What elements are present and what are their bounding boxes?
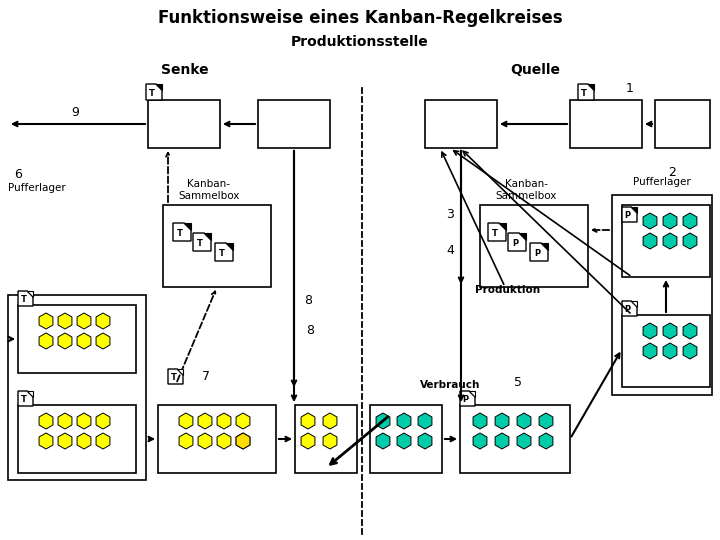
Polygon shape <box>631 301 637 307</box>
Text: P: P <box>512 239 518 248</box>
Text: T: T <box>197 239 203 248</box>
Text: 9: 9 <box>71 105 79 118</box>
Text: 4: 4 <box>446 244 454 256</box>
Polygon shape <box>541 243 548 250</box>
Text: 5: 5 <box>514 376 522 389</box>
Text: 6: 6 <box>14 168 22 181</box>
Bar <box>460 405 570 473</box>
Bar <box>480 205 588 287</box>
Text: Produktionsstelle: Produktionsstelle <box>291 35 429 49</box>
Text: T: T <box>21 395 27 404</box>
Bar <box>622 205 710 277</box>
Polygon shape <box>204 233 211 240</box>
Polygon shape <box>18 391 33 406</box>
Bar <box>612 195 712 395</box>
Text: 3: 3 <box>446 208 454 221</box>
Text: 1: 1 <box>626 82 634 94</box>
Text: Funktionsweise eines Kanban-Regelkreises: Funktionsweise eines Kanban-Regelkreises <box>158 9 562 27</box>
Text: Senke: Senke <box>161 63 209 77</box>
Polygon shape <box>18 291 33 306</box>
Text: 2: 2 <box>668 166 676 179</box>
Bar <box>18 405 136 473</box>
Polygon shape <box>578 84 594 100</box>
Polygon shape <box>184 223 191 230</box>
Text: P: P <box>463 395 469 404</box>
Bar <box>8 295 146 480</box>
Polygon shape <box>622 301 637 316</box>
Polygon shape <box>146 84 162 100</box>
Polygon shape <box>226 243 233 250</box>
Bar <box>163 205 271 287</box>
Polygon shape <box>588 84 594 90</box>
Polygon shape <box>508 233 526 251</box>
Text: Kanban-
Sammelbox: Kanban- Sammelbox <box>179 179 240 201</box>
Text: T: T <box>21 295 27 304</box>
Bar <box>158 405 276 473</box>
Text: T: T <box>219 249 225 258</box>
Bar <box>295 405 357 473</box>
Text: Produktion: Produktion <box>475 285 540 295</box>
Polygon shape <box>193 233 211 251</box>
Text: 8: 8 <box>306 323 314 336</box>
Polygon shape <box>168 369 183 384</box>
Text: Pufferlager: Pufferlager <box>8 183 66 193</box>
Bar <box>570 100 642 148</box>
Text: P: P <box>625 305 631 314</box>
Text: T: T <box>171 373 176 382</box>
Text: 8: 8 <box>304 294 312 307</box>
Text: Quelle: Quelle <box>510 63 560 77</box>
Text: T: T <box>581 89 587 98</box>
Polygon shape <box>530 243 548 261</box>
Text: P: P <box>534 249 540 258</box>
Polygon shape <box>469 391 475 397</box>
Text: Kanban-
Sammelbox: Kanban- Sammelbox <box>495 179 557 201</box>
Bar <box>370 405 442 473</box>
Polygon shape <box>215 243 233 261</box>
Text: T: T <box>177 229 183 238</box>
Polygon shape <box>488 223 506 241</box>
Text: T: T <box>149 89 155 98</box>
Bar <box>148 100 220 148</box>
Polygon shape <box>156 84 162 90</box>
Bar <box>655 100 710 148</box>
Polygon shape <box>460 391 475 406</box>
Polygon shape <box>27 391 33 397</box>
Polygon shape <box>519 233 526 240</box>
Bar <box>622 315 710 387</box>
Polygon shape <box>622 207 637 222</box>
Text: T: T <box>492 229 498 238</box>
Text: 7: 7 <box>202 370 210 383</box>
Polygon shape <box>499 223 506 230</box>
Polygon shape <box>631 207 637 213</box>
Text: Verbrauch: Verbrauch <box>420 380 480 390</box>
Text: Pufferlager: Pufferlager <box>633 177 691 187</box>
Bar <box>18 305 136 373</box>
Bar <box>425 100 497 148</box>
Polygon shape <box>173 223 191 241</box>
Text: P: P <box>625 211 631 220</box>
Polygon shape <box>177 369 183 375</box>
Bar <box>258 100 330 148</box>
Polygon shape <box>27 291 33 296</box>
